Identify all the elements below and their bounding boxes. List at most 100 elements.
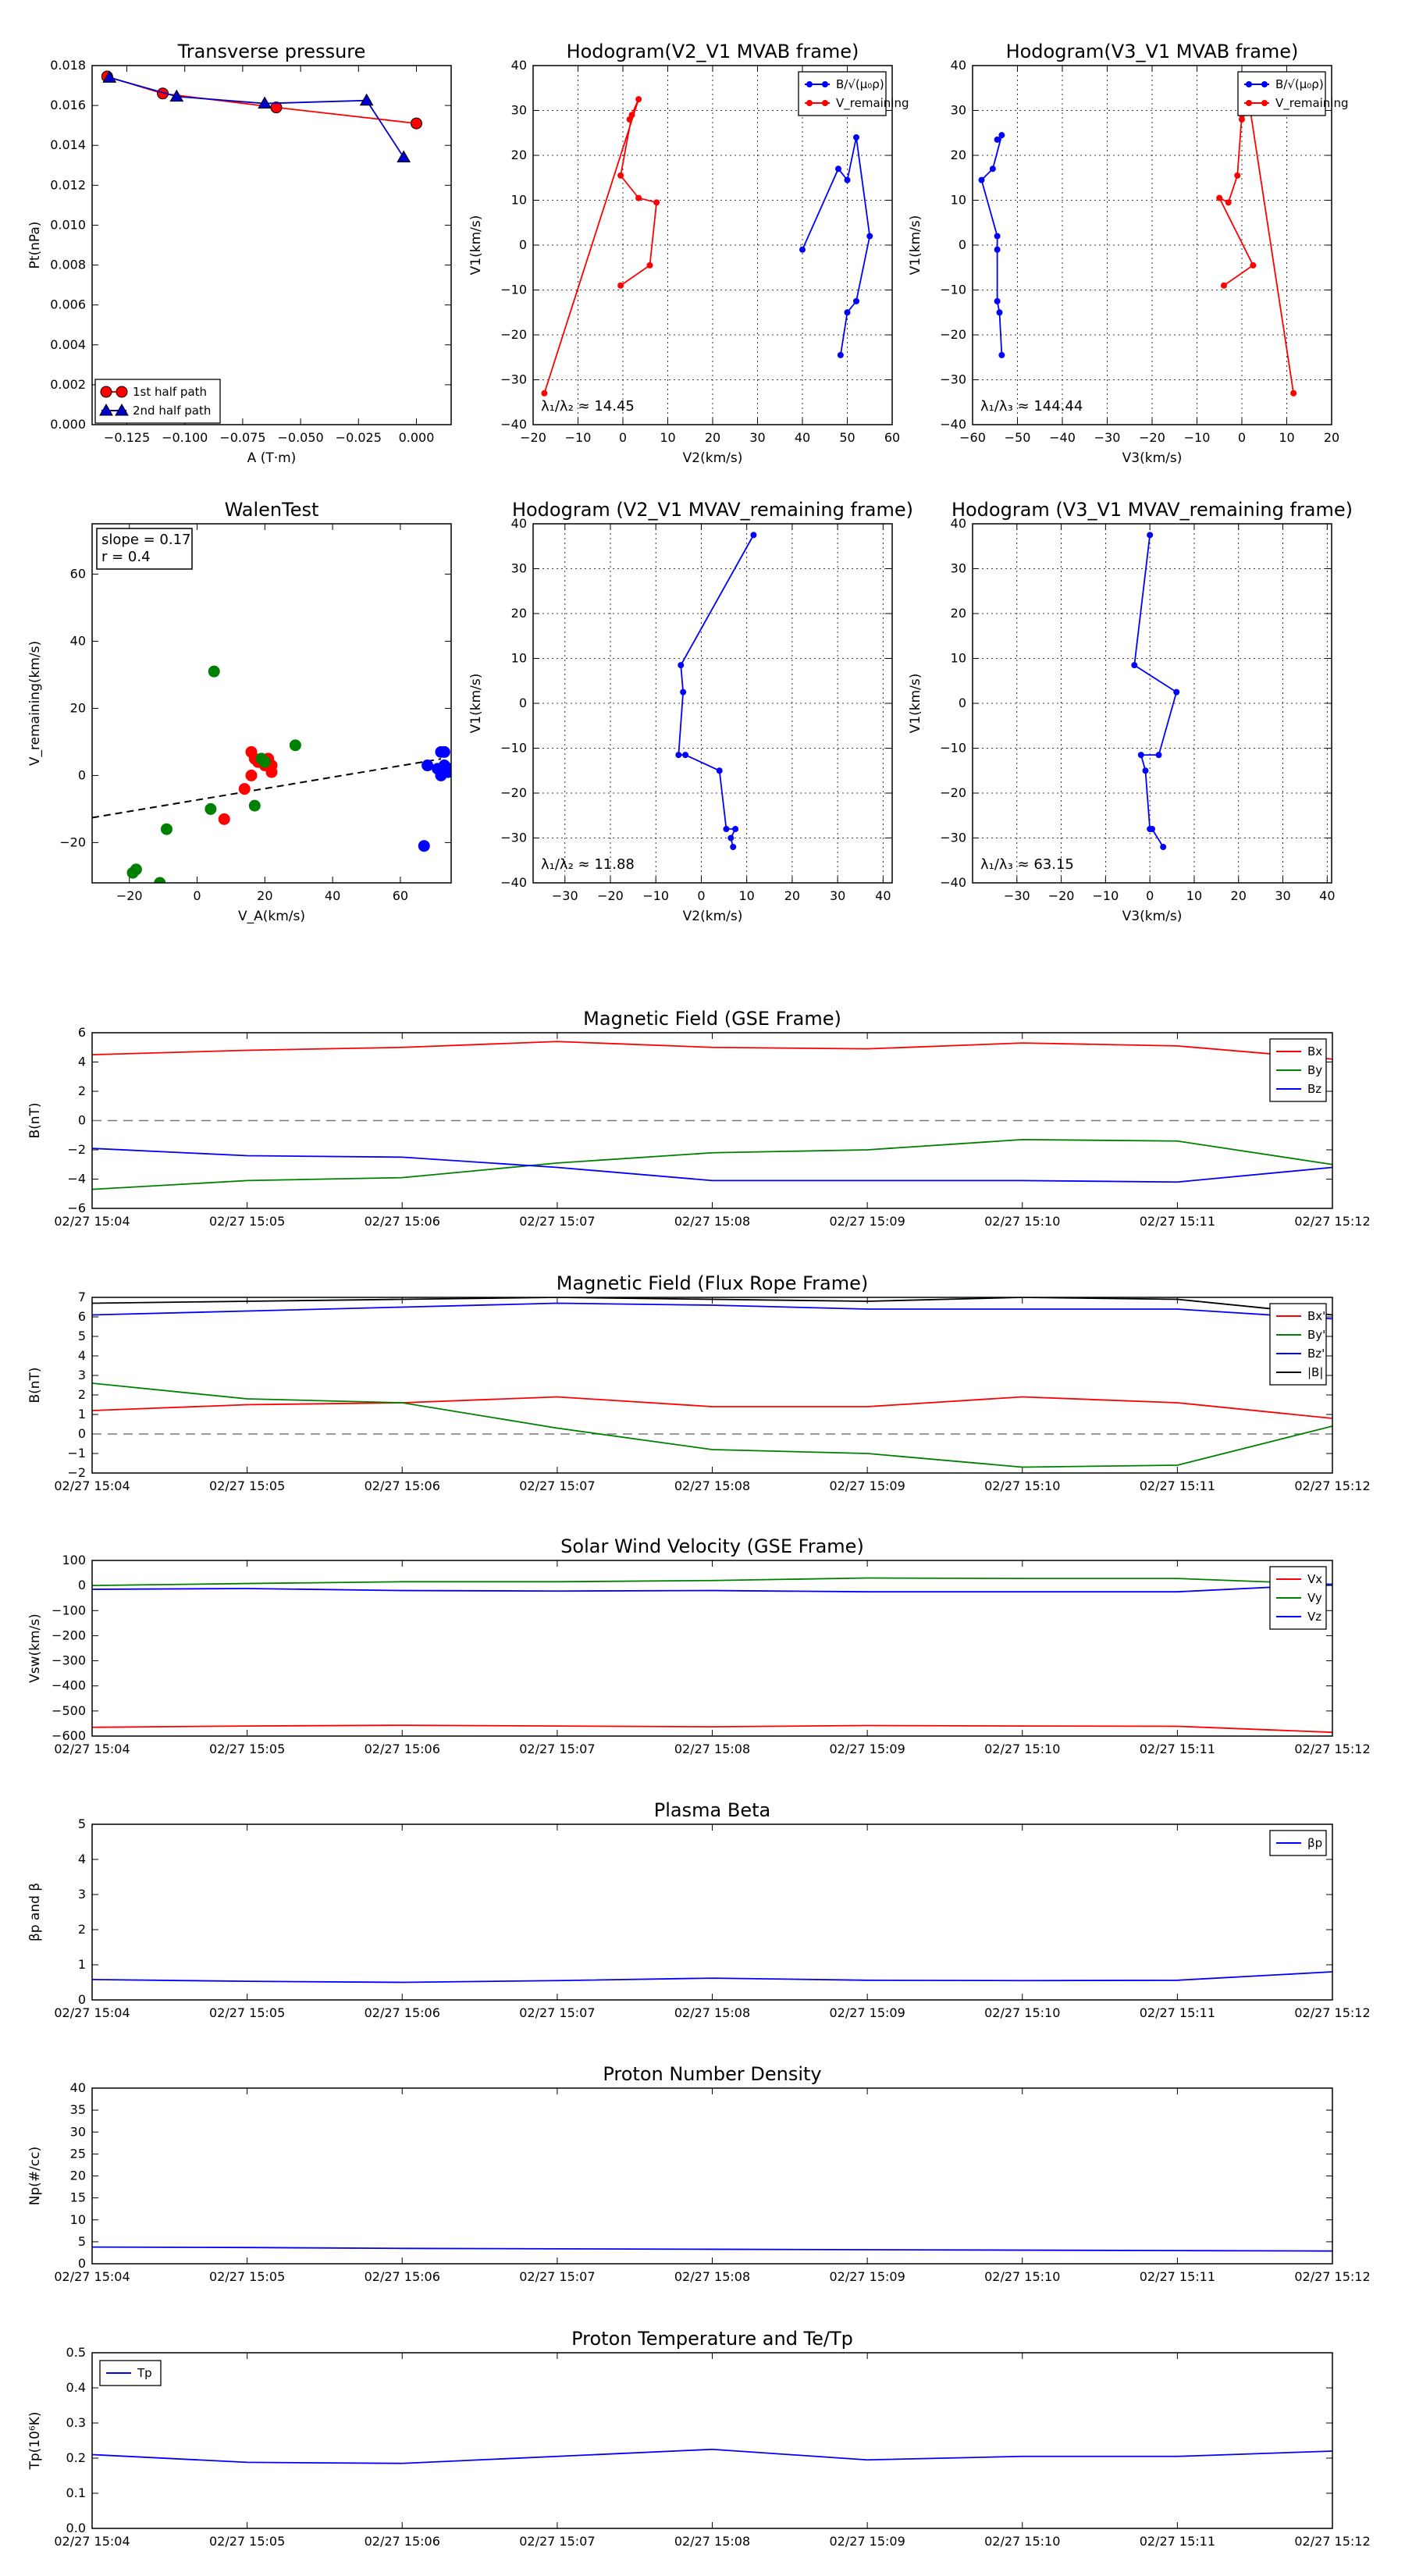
series-2-point-5 (435, 769, 447, 781)
x-tick-label: 02/27 15:11 (1140, 1478, 1215, 1493)
x-tick-label: 02/27 15:09 (829, 2534, 905, 2549)
x-tick-label: 02/27 15:08 (674, 1214, 750, 1229)
series-bx-line (92, 1041, 1332, 1060)
x-tick-label: 0 (697, 888, 705, 903)
y-tick-label: 3 (78, 1368, 86, 1382)
series-1-point-6 (205, 802, 217, 815)
x-tick-label: 10 (660, 430, 675, 445)
chart-plasma_beta: 02/27 15:04 02/27 15:05 02/27 15:06 02/27 1… (54, 1816, 1370, 2020)
x-tick-label: 02/27 15:10 (984, 2269, 1060, 2284)
series-bx--line (92, 1396, 1332, 1419)
legend-marker-0 (100, 386, 112, 398)
y-tick-label: 1 (78, 1957, 86, 1972)
series-0-point-4 (682, 752, 689, 759)
y-tick-label: 0 (78, 767, 86, 782)
y-tick-label: 0 (959, 237, 966, 252)
series-0-point-8 (1160, 844, 1167, 850)
series-0-line (678, 534, 755, 848)
x-tick-label: 02/27 15:10 (984, 1478, 1060, 1493)
plot-frame (972, 523, 1332, 884)
x-axis-label: V2(km/s) (683, 450, 743, 466)
y-axis-label: Pt(nPa) (27, 222, 43, 269)
series-vz-line (92, 1583, 1332, 1593)
chart-title: Magnetic Field (GSE Frame) (583, 1008, 841, 1030)
x-tick-label: 02/27 15:12 (1294, 1478, 1370, 1493)
y-tick-label: 5 (78, 1816, 86, 1831)
x-tick-label: −0.050 (277, 430, 323, 445)
x-tick-label: 02/27 15:06 (365, 2534, 440, 2549)
y-tick-label: −30 (940, 372, 966, 387)
legend-marker-0 (99, 403, 113, 416)
y-tick-label: 20 (511, 606, 527, 621)
legend-marker-0 (806, 100, 813, 106)
y-tick-label: −2 (67, 1465, 86, 1480)
x-tick-label: 02/27 15:12 (1294, 1742, 1370, 1756)
x-tick-label: 40 (795, 430, 810, 445)
x-tick-label: 0 (1146, 888, 1154, 903)
x-tick-label: 02/27 15:05 (209, 1214, 285, 1229)
y-tick-label: 30 (951, 103, 966, 118)
legend-marker-1 (822, 81, 828, 87)
y-tick-label: 10 (951, 651, 966, 666)
x-tick-label: −10 (1184, 430, 1211, 445)
chart-proton_temperature: 02/27 15:04 02/27 15:05 02/27 15:06 02/27 1… (54, 2345, 1370, 2549)
series-vx-line (92, 1724, 1332, 1734)
series-b--point-4 (866, 233, 873, 240)
y-axis-label: V1(km/s) (908, 674, 923, 734)
y-tick-label: 60 (70, 566, 86, 581)
series-group (92, 2246, 1332, 2252)
y-tick-label: 10 (70, 2212, 86, 2227)
y-tick-label: 10 (511, 651, 527, 666)
x-tick-label: −20 (1139, 430, 1165, 445)
y-axis-label: Np(#/cc) (27, 2147, 43, 2205)
legend-box (798, 71, 887, 116)
chart-hodogram_v2v1_mvab: −20 −10 0 10 20 30 40 50 60 −40 −30 −20 −10 0 10 20 30 40… (500, 58, 900, 445)
x-tick-label: 30 (749, 430, 765, 445)
series-2nd-half-path-point-3 (359, 93, 374, 106)
series-0-point-0 (1147, 532, 1154, 539)
x-tick-label: 10 (1279, 430, 1294, 445)
series--p-line (92, 1971, 1332, 1984)
y-tick-label: 0.016 (50, 98, 86, 112)
y-tick-label: 0 (78, 1992, 86, 2007)
x-tick-label: 02/27 15:04 (54, 1478, 130, 1493)
y-tick-label: −600 (52, 1728, 86, 1743)
plot-frame (91, 1823, 1333, 2001)
series-b--point-6 (844, 309, 851, 316)
y-tick-label: 0.014 (50, 137, 86, 152)
x-tick-label: 02/27 15:05 (209, 2005, 285, 2020)
legend-label: Bx' (1307, 1309, 1325, 1323)
y-tick-label: −30 (940, 831, 966, 845)
series-v-remaining-point-1 (635, 96, 642, 103)
series-1-point-2 (258, 756, 271, 768)
series-2nd-half-path-point-1 (169, 89, 184, 102)
chart-hodogram_v3v1_mvav: −30 −20 −10 0 10 20 30 40 −40 −30 −20 −10 0 10 20 30 40 λ… (940, 516, 1335, 903)
series-v-remaining-point-6 (1216, 194, 1223, 201)
x-tick-label: 02/27 15:05 (209, 1742, 285, 1756)
y-tick-label: −1 (67, 1446, 86, 1461)
x-tick-label: 30 (1275, 888, 1290, 903)
series-b--point-0 (799, 246, 806, 253)
y-tick-label: 40 (70, 633, 86, 648)
x-tick-label: 02/27 15:06 (365, 2269, 440, 2284)
y-tick-label: 40 (951, 58, 966, 73)
y-axis-label: V1(km/s) (468, 674, 484, 734)
series-v-remaining-point-0 (1290, 390, 1297, 397)
series-2-point-1 (438, 745, 450, 758)
series-bz--line (92, 1302, 1332, 1320)
y-axis-label: Vsw(km/s) (27, 1614, 43, 1683)
legend-box (1269, 1303, 1327, 1386)
y-tick-label: −400 (52, 1678, 86, 1693)
y-tick-label: 40 (70, 2080, 86, 2095)
x-tick-label: 02/27 15:09 (829, 2005, 905, 2020)
x-tick-label: −0.125 (104, 430, 150, 445)
series-v-remaining-point-7 (1250, 262, 1257, 269)
x-tick-label: 02/27 15:09 (829, 1742, 905, 1756)
series-b--point-7 (837, 351, 844, 358)
series-0-point-2 (680, 688, 687, 696)
y-tick-label: 0 (519, 696, 527, 710)
x-axis-label: V2(km/s) (683, 909, 743, 924)
x-tick-label: 02/27 15:10 (984, 2534, 1060, 2549)
y-axis-label: B(nT) (27, 1367, 43, 1403)
x-tick-label: −0.100 (162, 430, 208, 445)
